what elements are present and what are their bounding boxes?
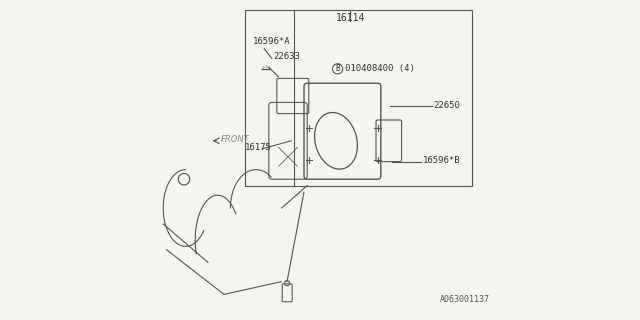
Text: A063001137: A063001137: [440, 295, 490, 304]
Text: 16596*B: 16596*B: [422, 156, 460, 164]
Text: 010408400 (4): 010408400 (4): [345, 64, 415, 73]
Text: 16596*A: 16596*A: [253, 37, 291, 46]
Text: B: B: [335, 64, 340, 73]
Text: 22633: 22633: [274, 52, 300, 60]
Text: 16114: 16114: [336, 12, 365, 23]
Text: 22650: 22650: [434, 101, 460, 110]
Text: FRONT: FRONT: [221, 135, 250, 144]
Text: 16175: 16175: [245, 143, 271, 152]
